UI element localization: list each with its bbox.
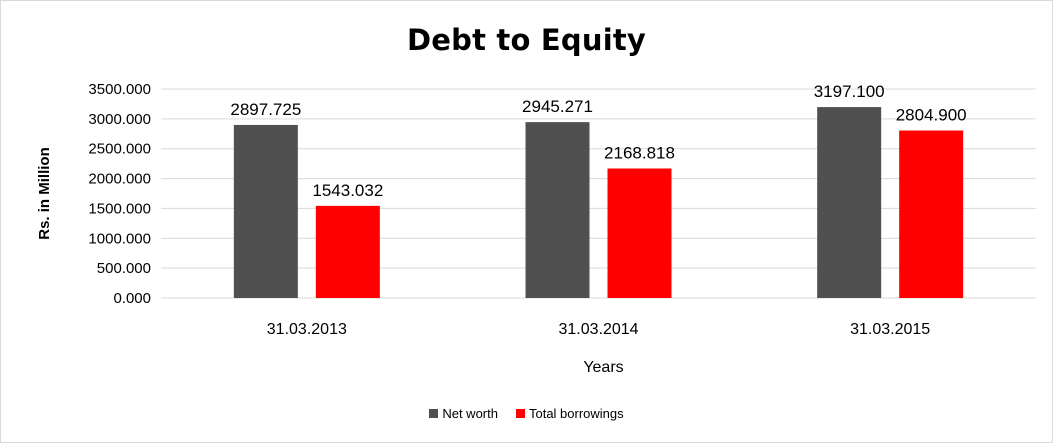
y-tick-label: 3500.000 [88, 81, 151, 98]
data-label: 2897.725 [230, 100, 301, 119]
bar [607, 168, 672, 298]
y-tick-label: 500.000 [97, 260, 151, 277]
legend-item-total-borrowings: Total borrowings [515, 406, 624, 421]
bar [899, 130, 964, 298]
y-tick-label: 0.000 [113, 290, 151, 307]
legend-label-net-worth: Net worth [442, 406, 498, 421]
legend-item-net-worth: Net worth [429, 406, 498, 421]
data-label: 2945.271 [522, 97, 593, 116]
bar [233, 124, 298, 299]
legend-label-total-borrowings: Total borrowings [528, 406, 624, 421]
bar [817, 107, 882, 298]
bar [525, 122, 590, 298]
bar [315, 205, 380, 298]
x-tick-label: 31.03.2014 [558, 321, 638, 338]
data-label: 2804.900 [896, 106, 967, 125]
y-axis-title: Rs. in Million [36, 147, 53, 240]
legend: Net worth Total borrowings [1, 406, 1052, 421]
y-tick-label: 1500.000 [88, 200, 151, 217]
chart-title: Debt to Equity [406, 23, 647, 57]
y-tick-label: 3000.000 [88, 111, 151, 128]
x-axis-title: Years [583, 359, 623, 376]
y-tick-label: 2000.000 [88, 171, 151, 188]
legend-swatch-net-worth [429, 409, 439, 418]
x-tick-label: 31.03.2015 [850, 321, 930, 338]
data-label: 1543.032 [312, 181, 383, 200]
legend-swatch-total-borrowings [515, 409, 525, 418]
y-tick-label: 1000.000 [88, 230, 151, 247]
data-label: 3197.100 [814, 82, 885, 101]
data-label: 2168.818 [604, 143, 675, 162]
y-tick-label: 2500.000 [88, 141, 151, 158]
x-tick-label: 31.03.2013 [267, 321, 347, 338]
